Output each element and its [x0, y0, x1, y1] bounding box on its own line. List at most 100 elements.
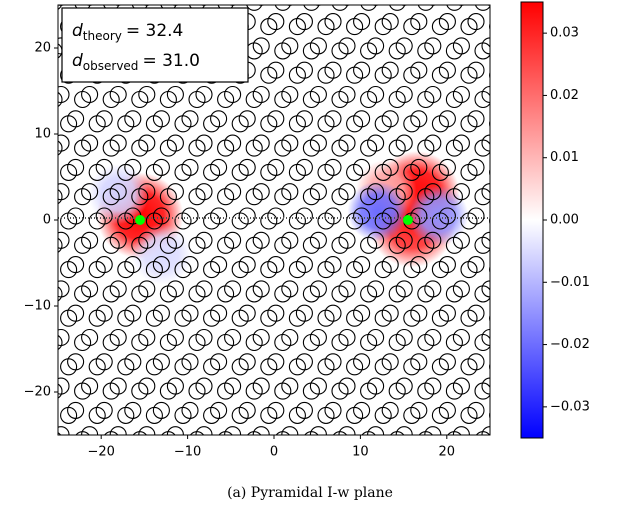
- atom: [32, 456, 48, 472]
- colorbar-tick-label: 0.01: [550, 150, 579, 165]
- atom: [138, 134, 156, 152]
- atom: [381, 304, 399, 322]
- atom: [267, 401, 285, 419]
- atom: [489, 265, 490, 274]
- atom: [166, 280, 184, 298]
- atom: [125, 451, 141, 467]
- atom: [338, 328, 356, 347]
- atoms: [32, 5, 513, 472]
- atom: [324, 256, 342, 274]
- atom: [238, 207, 256, 225]
- atom: [95, 110, 113, 128]
- atom: [497, 402, 513, 418]
- atom: [39, 402, 55, 418]
- atom: [438, 13, 456, 31]
- atom: [39, 14, 55, 30]
- atom: [438, 401, 456, 419]
- atom: [58, 189, 63, 205]
- atom: [367, 85, 385, 104]
- atom: [146, 456, 162, 472]
- atom: [381, 110, 399, 128]
- atom: [152, 158, 170, 176]
- atom: [353, 61, 371, 79]
- atom: [166, 134, 184, 152]
- atom: [138, 231, 156, 249]
- atom: [138, 183, 156, 201]
- atom: [331, 5, 349, 11]
- atom: [239, 451, 255, 467]
- atom: [109, 328, 127, 347]
- atom: [195, 280, 213, 298]
- atom: [210, 304, 228, 322]
- atom: [467, 401, 485, 419]
- atom: [95, 401, 113, 419]
- atom: [124, 304, 142, 322]
- atom: [452, 37, 470, 55]
- atom: [309, 328, 327, 347]
- atom: [267, 61, 285, 79]
- atom: [489, 71, 490, 80]
- atom: [210, 207, 228, 225]
- colorbar-tick-label: −0.02: [550, 337, 590, 352]
- annotation-box: [61, 7, 249, 83]
- atom: [267, 256, 285, 274]
- atom: [481, 280, 490, 298]
- point: [402, 215, 413, 225]
- atom: [95, 158, 113, 176]
- atom: [224, 85, 242, 104]
- atom: [224, 377, 242, 395]
- annotation: dtheory = 32.4: [72, 21, 183, 43]
- atom: [67, 353, 85, 371]
- atom: [324, 304, 342, 322]
- colorbar-tick-label: 0.02: [550, 88, 579, 103]
- atom: [166, 183, 184, 201]
- atom: [318, 456, 334, 472]
- atom: [452, 231, 470, 249]
- atom: [166, 85, 184, 104]
- atom: [353, 158, 371, 176]
- atom: [224, 280, 242, 298]
- atom: [58, 328, 70, 347]
- atom: [267, 304, 285, 322]
- x-tick-label: −10: [174, 445, 201, 460]
- x-tick-label: 20: [439, 445, 456, 460]
- atom: [381, 158, 399, 176]
- atom: [58, 383, 63, 399]
- atom: [324, 13, 342, 31]
- atom: [58, 85, 70, 104]
- atom: [375, 456, 391, 472]
- atom: [81, 280, 99, 298]
- atom: [81, 231, 99, 249]
- atom: [497, 257, 513, 273]
- atom: [32, 164, 48, 180]
- atom: [67, 158, 85, 176]
- atom: [281, 183, 299, 201]
- atom: [210, 401, 228, 419]
- atom: [410, 110, 428, 128]
- atom: [81, 183, 99, 201]
- atom: [468, 451, 484, 467]
- atom: [224, 183, 242, 201]
- atom: [467, 353, 485, 371]
- atom: [138, 377, 156, 395]
- atom: [61, 456, 77, 472]
- atom: [411, 451, 427, 467]
- atom: [267, 353, 285, 371]
- atom: [438, 207, 456, 225]
- atom: [467, 61, 485, 79]
- atom: [152, 110, 170, 128]
- y-tick-label: 10: [34, 127, 51, 142]
- atom: [303, 5, 320, 11]
- atom: [497, 354, 513, 370]
- caption: (a) Pyramidal I-w plane: [227, 485, 393, 501]
- atom: [281, 377, 299, 395]
- atom: [238, 401, 256, 419]
- atom: [281, 134, 299, 152]
- atom: [58, 377, 70, 395]
- atom: [224, 328, 242, 347]
- atom: [166, 328, 184, 347]
- atom: [252, 37, 270, 55]
- atom: [281, 37, 299, 55]
- atom: [467, 304, 485, 322]
